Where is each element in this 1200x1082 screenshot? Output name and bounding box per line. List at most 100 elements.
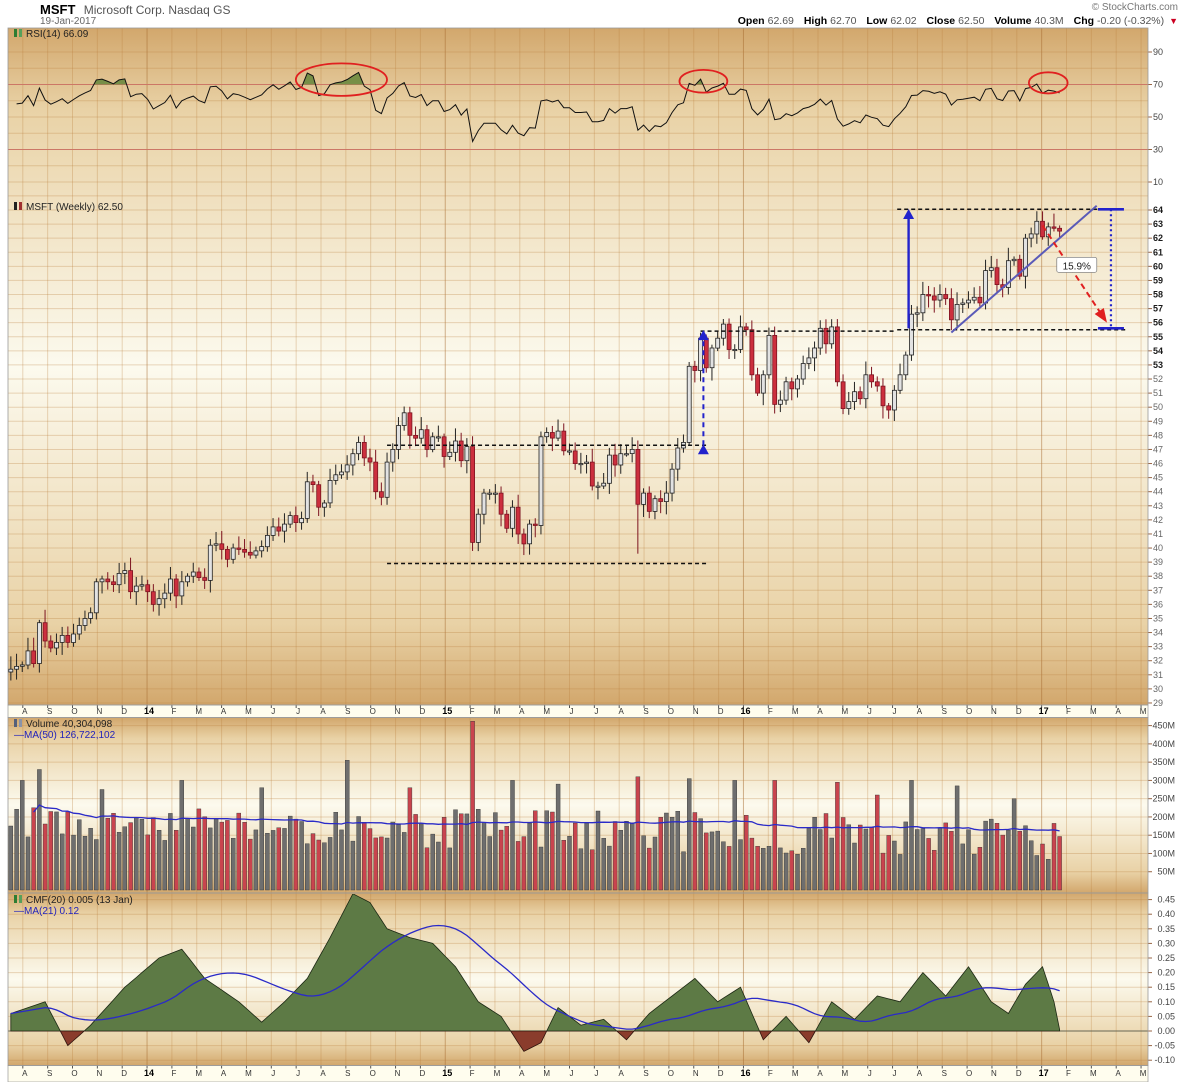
indicator-icon xyxy=(14,895,22,903)
svg-text:S: S xyxy=(47,1069,52,1078)
svg-text:54: 54 xyxy=(1153,346,1163,356)
svg-text:14: 14 xyxy=(144,1068,154,1078)
svg-text:F: F xyxy=(768,1069,773,1078)
svg-text:D: D xyxy=(420,707,426,716)
svg-text:43: 43 xyxy=(1153,501,1163,511)
indicator-icon xyxy=(14,29,22,37)
svg-text:M: M xyxy=(195,1069,202,1078)
svg-text:D: D xyxy=(1016,1069,1022,1078)
volume-panel-label: Volume 40,304,098 xyxy=(14,719,112,730)
svg-text:A: A xyxy=(320,1069,326,1078)
volume-value: 40.3M xyxy=(1034,15,1064,27)
open-label: Open xyxy=(737,15,765,27)
svg-text:16: 16 xyxy=(740,706,750,716)
svg-text:N: N xyxy=(693,1069,699,1078)
svg-text:0.15: 0.15 xyxy=(1157,982,1175,992)
svg-text:A: A xyxy=(917,707,923,716)
svg-text:400M: 400M xyxy=(1152,739,1175,749)
svg-text:F: F xyxy=(470,1069,475,1078)
chart-date: 19-Jan-2017 xyxy=(40,16,97,27)
svg-text:29: 29 xyxy=(1153,698,1163,708)
svg-text:A: A xyxy=(817,707,823,716)
svg-text:62: 62 xyxy=(1153,233,1163,243)
svg-text:D: D xyxy=(1016,707,1022,716)
company-name: Microsoft Corp. Nasdaq GS xyxy=(83,3,231,17)
svg-text:M: M xyxy=(245,1069,252,1078)
svg-text:63: 63 xyxy=(1153,219,1163,229)
close-label: Close xyxy=(926,15,956,27)
svg-text:M: M xyxy=(543,707,550,716)
svg-text:N: N xyxy=(991,707,997,716)
high-value: 62.70 xyxy=(830,15,857,27)
svg-text:61: 61 xyxy=(1153,247,1163,257)
svg-text:47: 47 xyxy=(1153,444,1163,454)
svg-text:36: 36 xyxy=(1153,599,1163,609)
svg-text:M: M xyxy=(494,1069,501,1078)
svg-text:O: O xyxy=(668,707,674,716)
svg-text:A: A xyxy=(221,1069,227,1078)
svg-text:70: 70 xyxy=(1153,80,1163,90)
svg-text:A: A xyxy=(1116,1069,1122,1078)
svg-text:S: S xyxy=(47,707,52,716)
svg-text:0.10: 0.10 xyxy=(1157,997,1175,1007)
svg-text:A: A xyxy=(817,1069,823,1078)
svg-text:M: M xyxy=(1090,1069,1097,1078)
low-value: 62.02 xyxy=(890,15,917,27)
svg-text:N: N xyxy=(395,707,401,716)
svg-text:450M: 450M xyxy=(1152,721,1175,731)
cmf-panel-label: CMF(20) 0.005 (13 Jan) xyxy=(14,895,133,906)
svg-text:J: J xyxy=(594,1069,598,1078)
svg-text:A: A xyxy=(320,707,326,716)
svg-text:D: D xyxy=(718,1069,724,1078)
svg-text:N: N xyxy=(395,1069,401,1078)
svg-text:S: S xyxy=(942,1069,947,1078)
svg-text:J: J xyxy=(594,707,598,716)
svg-text:S: S xyxy=(345,707,350,716)
svg-text:M: M xyxy=(543,1069,550,1078)
svg-text:31: 31 xyxy=(1153,670,1163,680)
svg-text:M: M xyxy=(1090,707,1097,716)
svg-text:A: A xyxy=(221,707,227,716)
svg-text:100M: 100M xyxy=(1152,848,1175,858)
svg-text:17: 17 xyxy=(1039,706,1049,716)
svg-text:F: F xyxy=(171,1069,176,1078)
svg-text:O: O xyxy=(71,1069,77,1078)
svg-text:A: A xyxy=(519,707,525,716)
svg-text:J: J xyxy=(271,1069,275,1078)
svg-text:M: M xyxy=(792,707,799,716)
svg-text:56: 56 xyxy=(1153,318,1163,328)
svg-text:15: 15 xyxy=(442,706,452,716)
svg-text:42: 42 xyxy=(1153,515,1163,525)
svg-text:F: F xyxy=(171,707,176,716)
svg-text:M: M xyxy=(842,1069,849,1078)
svg-text:A: A xyxy=(22,707,28,716)
svg-text:45: 45 xyxy=(1153,473,1163,483)
svg-text:S: S xyxy=(345,1069,350,1078)
svg-text:J: J xyxy=(868,707,872,716)
svg-text:A: A xyxy=(619,1069,625,1078)
svg-text:A: A xyxy=(619,707,625,716)
svg-text:150M: 150M xyxy=(1152,830,1175,840)
svg-text:F: F xyxy=(768,707,773,716)
svg-text:34: 34 xyxy=(1153,628,1163,638)
svg-text:55: 55 xyxy=(1153,332,1163,342)
svg-text:J: J xyxy=(271,707,275,716)
svg-text:58: 58 xyxy=(1153,290,1163,300)
svg-text:0.05: 0.05 xyxy=(1157,1011,1175,1021)
svg-text:37: 37 xyxy=(1153,585,1163,595)
svg-text:F: F xyxy=(470,707,475,716)
svg-text:M: M xyxy=(494,707,501,716)
svg-text:M: M xyxy=(792,1069,799,1078)
svg-text:O: O xyxy=(966,1069,972,1078)
volume-label: Volume xyxy=(994,15,1032,27)
svg-text:S: S xyxy=(643,1069,648,1078)
svg-text:41: 41 xyxy=(1153,529,1163,539)
svg-text:J: J xyxy=(893,1069,897,1078)
svg-text:F: F xyxy=(1066,1069,1071,1078)
svg-text:J: J xyxy=(296,707,300,716)
svg-text:39: 39 xyxy=(1153,557,1163,567)
svg-text:53: 53 xyxy=(1153,360,1163,370)
svg-text:0.25: 0.25 xyxy=(1157,953,1175,963)
svg-text:S: S xyxy=(643,707,648,716)
